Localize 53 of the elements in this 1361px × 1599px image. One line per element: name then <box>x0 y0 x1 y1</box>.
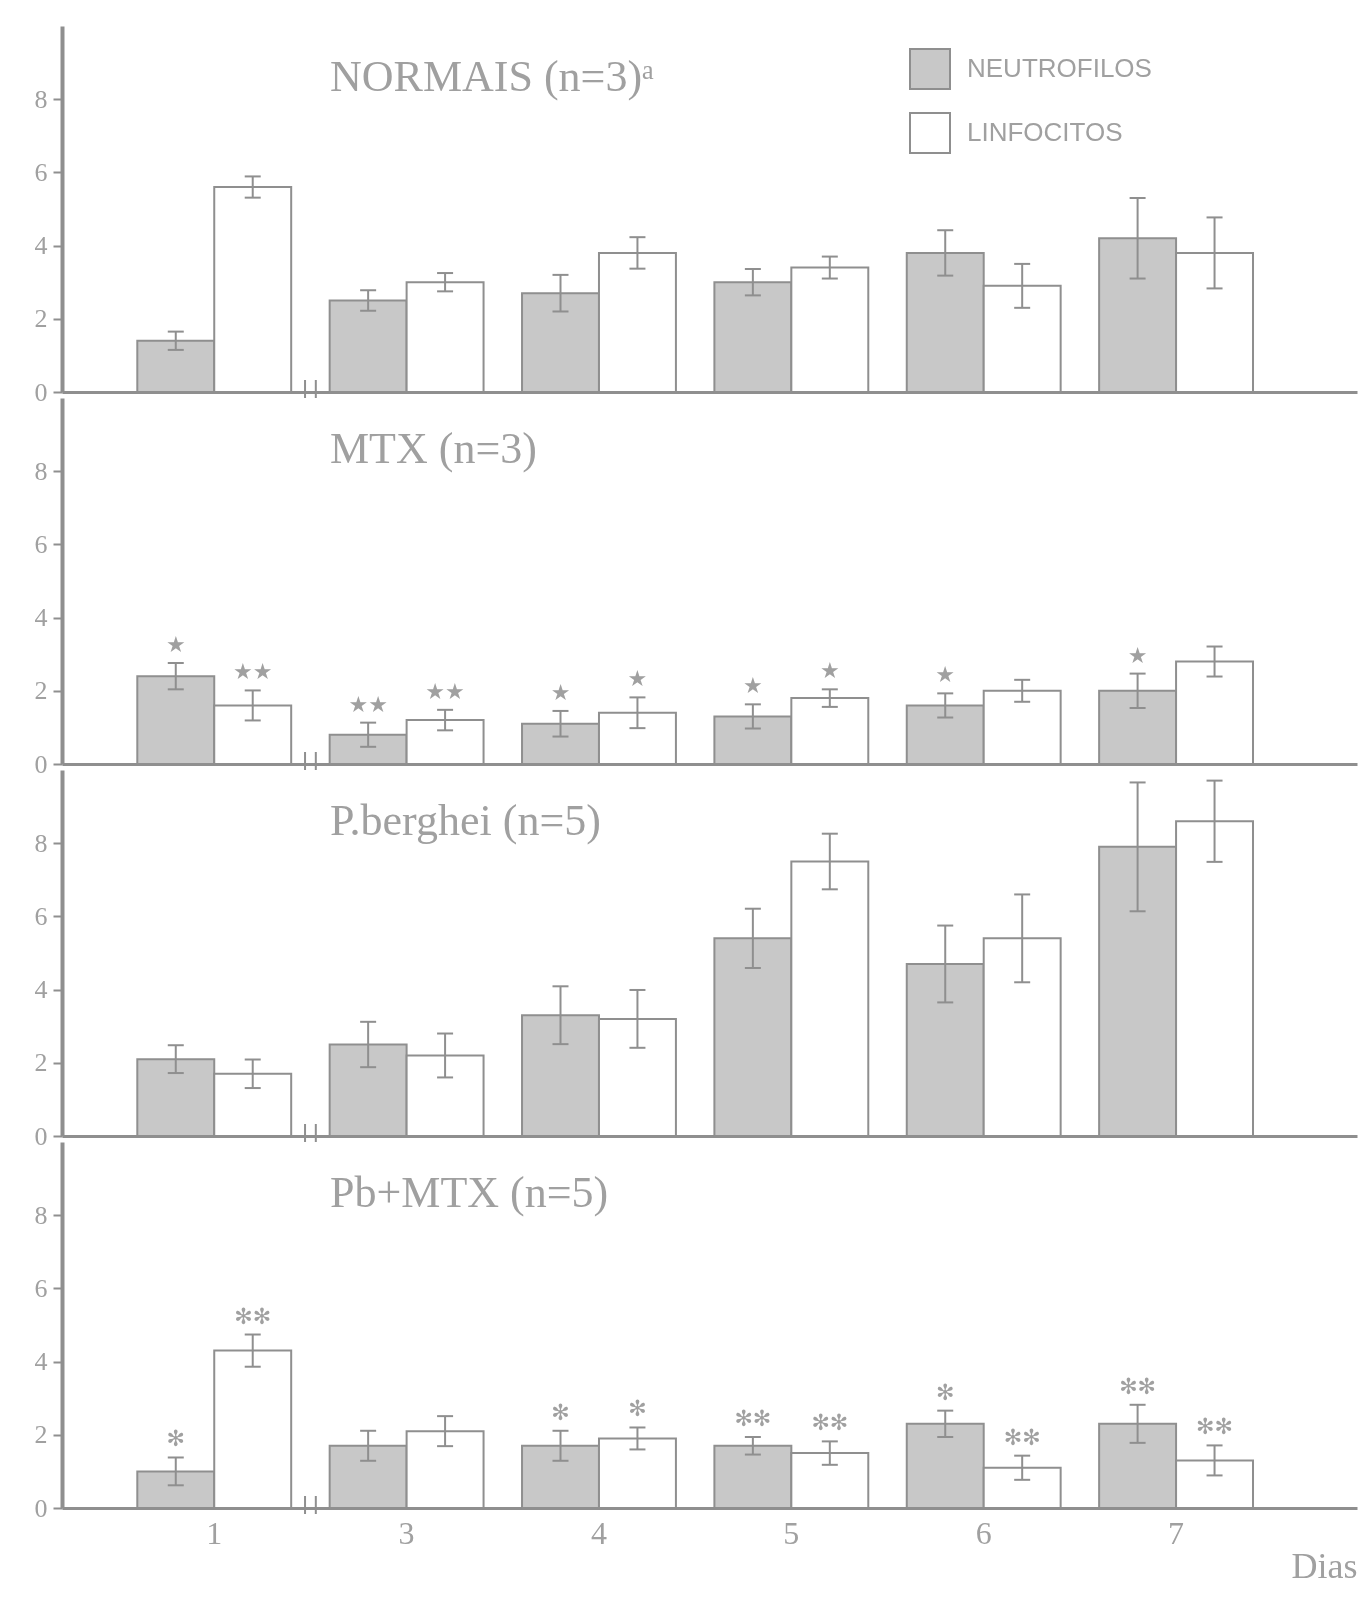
y-tick-label: 4 <box>34 603 48 633</box>
y-tick-label: 0 <box>34 1493 48 1523</box>
data-label: ✻✻ <box>1003 1424 1041 1450</box>
x-tick-label: 3 <box>398 1514 415 1551</box>
data-label: ★ <box>819 658 840 684</box>
text: Pb+MTX (n=5) <box>330 1168 609 1217</box>
text: MTX (n=3) <box>330 424 537 473</box>
y-tick-label: 6 <box>34 1273 48 1303</box>
x-tick-label: 1 <box>206 1514 223 1551</box>
y-tick-label: 8 <box>34 84 48 114</box>
data-label: ✻✻ <box>234 1303 272 1329</box>
y-tick-label: 2 <box>34 1048 48 1078</box>
data-label: ★ <box>165 631 186 657</box>
data-label: ★ <box>1127 642 1148 668</box>
text: NORMAIS (n=3)ᵃ <box>330 52 655 101</box>
data-label: ✻ <box>551 1399 570 1425</box>
y-tick-label: 4 <box>34 231 48 261</box>
y-tick-label: 2 <box>34 1420 48 1450</box>
data-label: ★★ <box>425 678 465 704</box>
x-tick-label: 5 <box>783 1514 800 1551</box>
data-label: ✻ <box>628 1396 647 1422</box>
y-tick-label: 4 <box>34 1347 48 1377</box>
y-tick-label: 8 <box>34 828 48 858</box>
x-tick-label: 6 <box>975 1514 992 1551</box>
data-label: ★★ <box>348 691 388 717</box>
x-tick-label: 7 <box>1168 1514 1185 1551</box>
data-label: ★★ <box>232 659 273 685</box>
data-label: ★ <box>627 666 648 692</box>
data-label: ✻✻ <box>811 1410 849 1436</box>
data-label: ✻✻ <box>1196 1414 1233 1440</box>
y-tick-label: 0 <box>34 377 48 407</box>
x-tick-label: 4 <box>590 1514 607 1551</box>
y-tick-label: 2 <box>34 676 48 706</box>
y-tick-label: 0 <box>34 749 48 779</box>
text: P.berghei (n=5) <box>330 796 601 845</box>
data-label: ✻✻ <box>1119 1373 1157 1399</box>
y-tick-label: 2 <box>34 304 48 334</box>
data-label: ★ <box>935 662 956 688</box>
data-label: ✻ <box>936 1379 955 1405</box>
legend-label: NEUTROFILOS <box>967 53 1152 83</box>
x-axis-title: Dias <box>1291 1545 1358 1586</box>
data-label: ★ <box>550 679 571 705</box>
y-tick-label: 6 <box>34 529 48 559</box>
legend-label: LINFOCITOS <box>967 117 1123 147</box>
data-label: ✻ <box>166 1426 185 1452</box>
y-tick-label: 4 <box>34 975 48 1005</box>
y-tick-label: 8 <box>34 1200 48 1230</box>
data-label: ★ <box>743 673 763 699</box>
y-tick-label: 0 <box>34 1121 48 1151</box>
y-tick-label: 6 <box>34 157 48 187</box>
y-tick-label: 8 <box>34 456 48 486</box>
y-tick-label: 6 <box>34 901 48 931</box>
data-label: ✻✻ <box>734 1406 772 1431</box>
